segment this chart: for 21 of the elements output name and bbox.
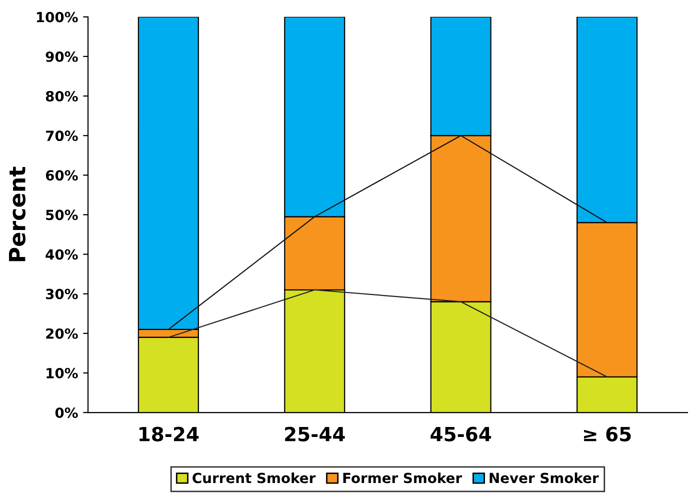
y-tick-label: 80% (46, 90, 78, 102)
x-tick-label: ≥ 65 (584, 426, 631, 442)
line-series (168, 135, 608, 330)
y-tick-label: 30% (46, 288, 78, 300)
y-tick-label: 60% (46, 170, 78, 181)
y-tick-label: 100% (36, 12, 78, 22)
y-tick-label: 20% (46, 328, 78, 339)
y-tick-label: 50% (46, 210, 78, 220)
y-tick-label: 90% (46, 51, 78, 62)
legend-label: Current Smoker (192, 472, 316, 484)
y-tick-label: 10% (46, 368, 78, 378)
line-series (168, 289, 608, 378)
y-tick-label: 70% (46, 130, 78, 142)
x-tick-label: 45-64 (430, 426, 492, 442)
x-tick-label: 25-44 (285, 426, 345, 442)
x-tick-label: 18-24 (140, 426, 199, 442)
legend-label: Former Smoker (343, 472, 462, 484)
y-axis-title: Percent (9, 166, 26, 262)
y-tick-label: 40% (46, 249, 78, 260)
y-tick-label: 0% (55, 407, 78, 418)
legend-label: Never Smoker (490, 472, 599, 484)
